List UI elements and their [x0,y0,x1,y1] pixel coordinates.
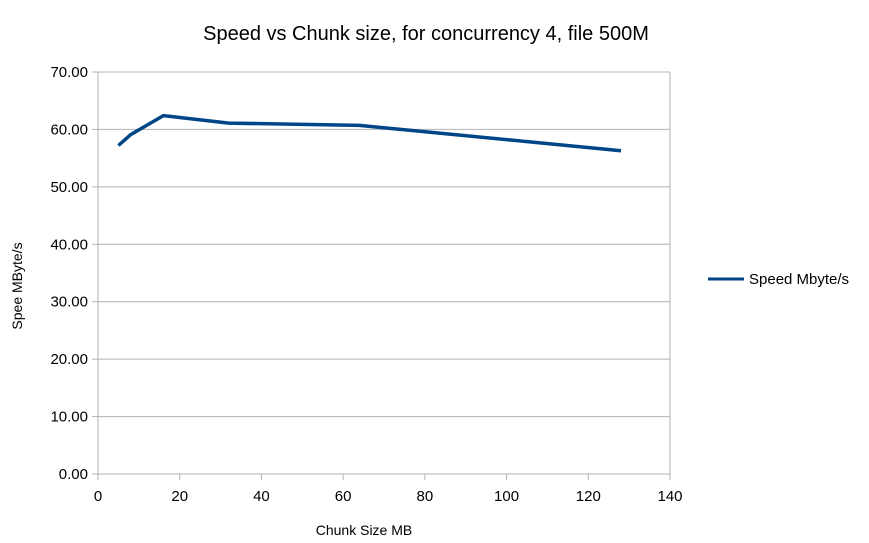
x-tick-label: 140 [657,488,682,505]
x-tick-label: 60 [335,488,352,505]
x-axis-title: Chunk Size MB [316,522,412,538]
x-tick-label: 20 [171,488,188,505]
y-tick-label: 40.00 [50,236,88,253]
x-tick-label: 120 [576,488,601,505]
legend-label-speed: Speed Mbyte/s [749,271,849,288]
chart-title: Speed vs Chunk size, for concurrency 4, … [203,23,649,45]
series-line-0 [117,113,622,153]
x-tick-label: 0 [94,488,102,505]
y-tick-labels: 0.00 10.00 20.00 30.00 40.00 50.00 60.00 70.00 [50,64,88,483]
x-tick-label: 40 [253,488,270,505]
y-tick-label: 20.00 [50,351,88,368]
x-tick-labels: 0 20 40 60 80 100 120 140 [94,488,683,505]
series-lines [117,113,622,153]
y-tick-label: 50.00 [50,179,88,196]
x-tick-label: 100 [494,488,519,505]
y-tick-label: 0.00 [59,466,88,483]
x-tick-label: 80 [417,488,434,505]
grid-lines [92,71,671,480]
legend: Speed Mbyte/s [708,271,849,288]
y-tick-label: 70.00 [50,64,88,81]
y-tick-label: 10.00 [50,409,88,426]
y-tick-label: 60.00 [50,121,88,138]
y-tick-label: 30.00 [50,294,88,311]
y-axis-title: Spee MByte/s [9,242,25,329]
axes [97,72,670,475]
